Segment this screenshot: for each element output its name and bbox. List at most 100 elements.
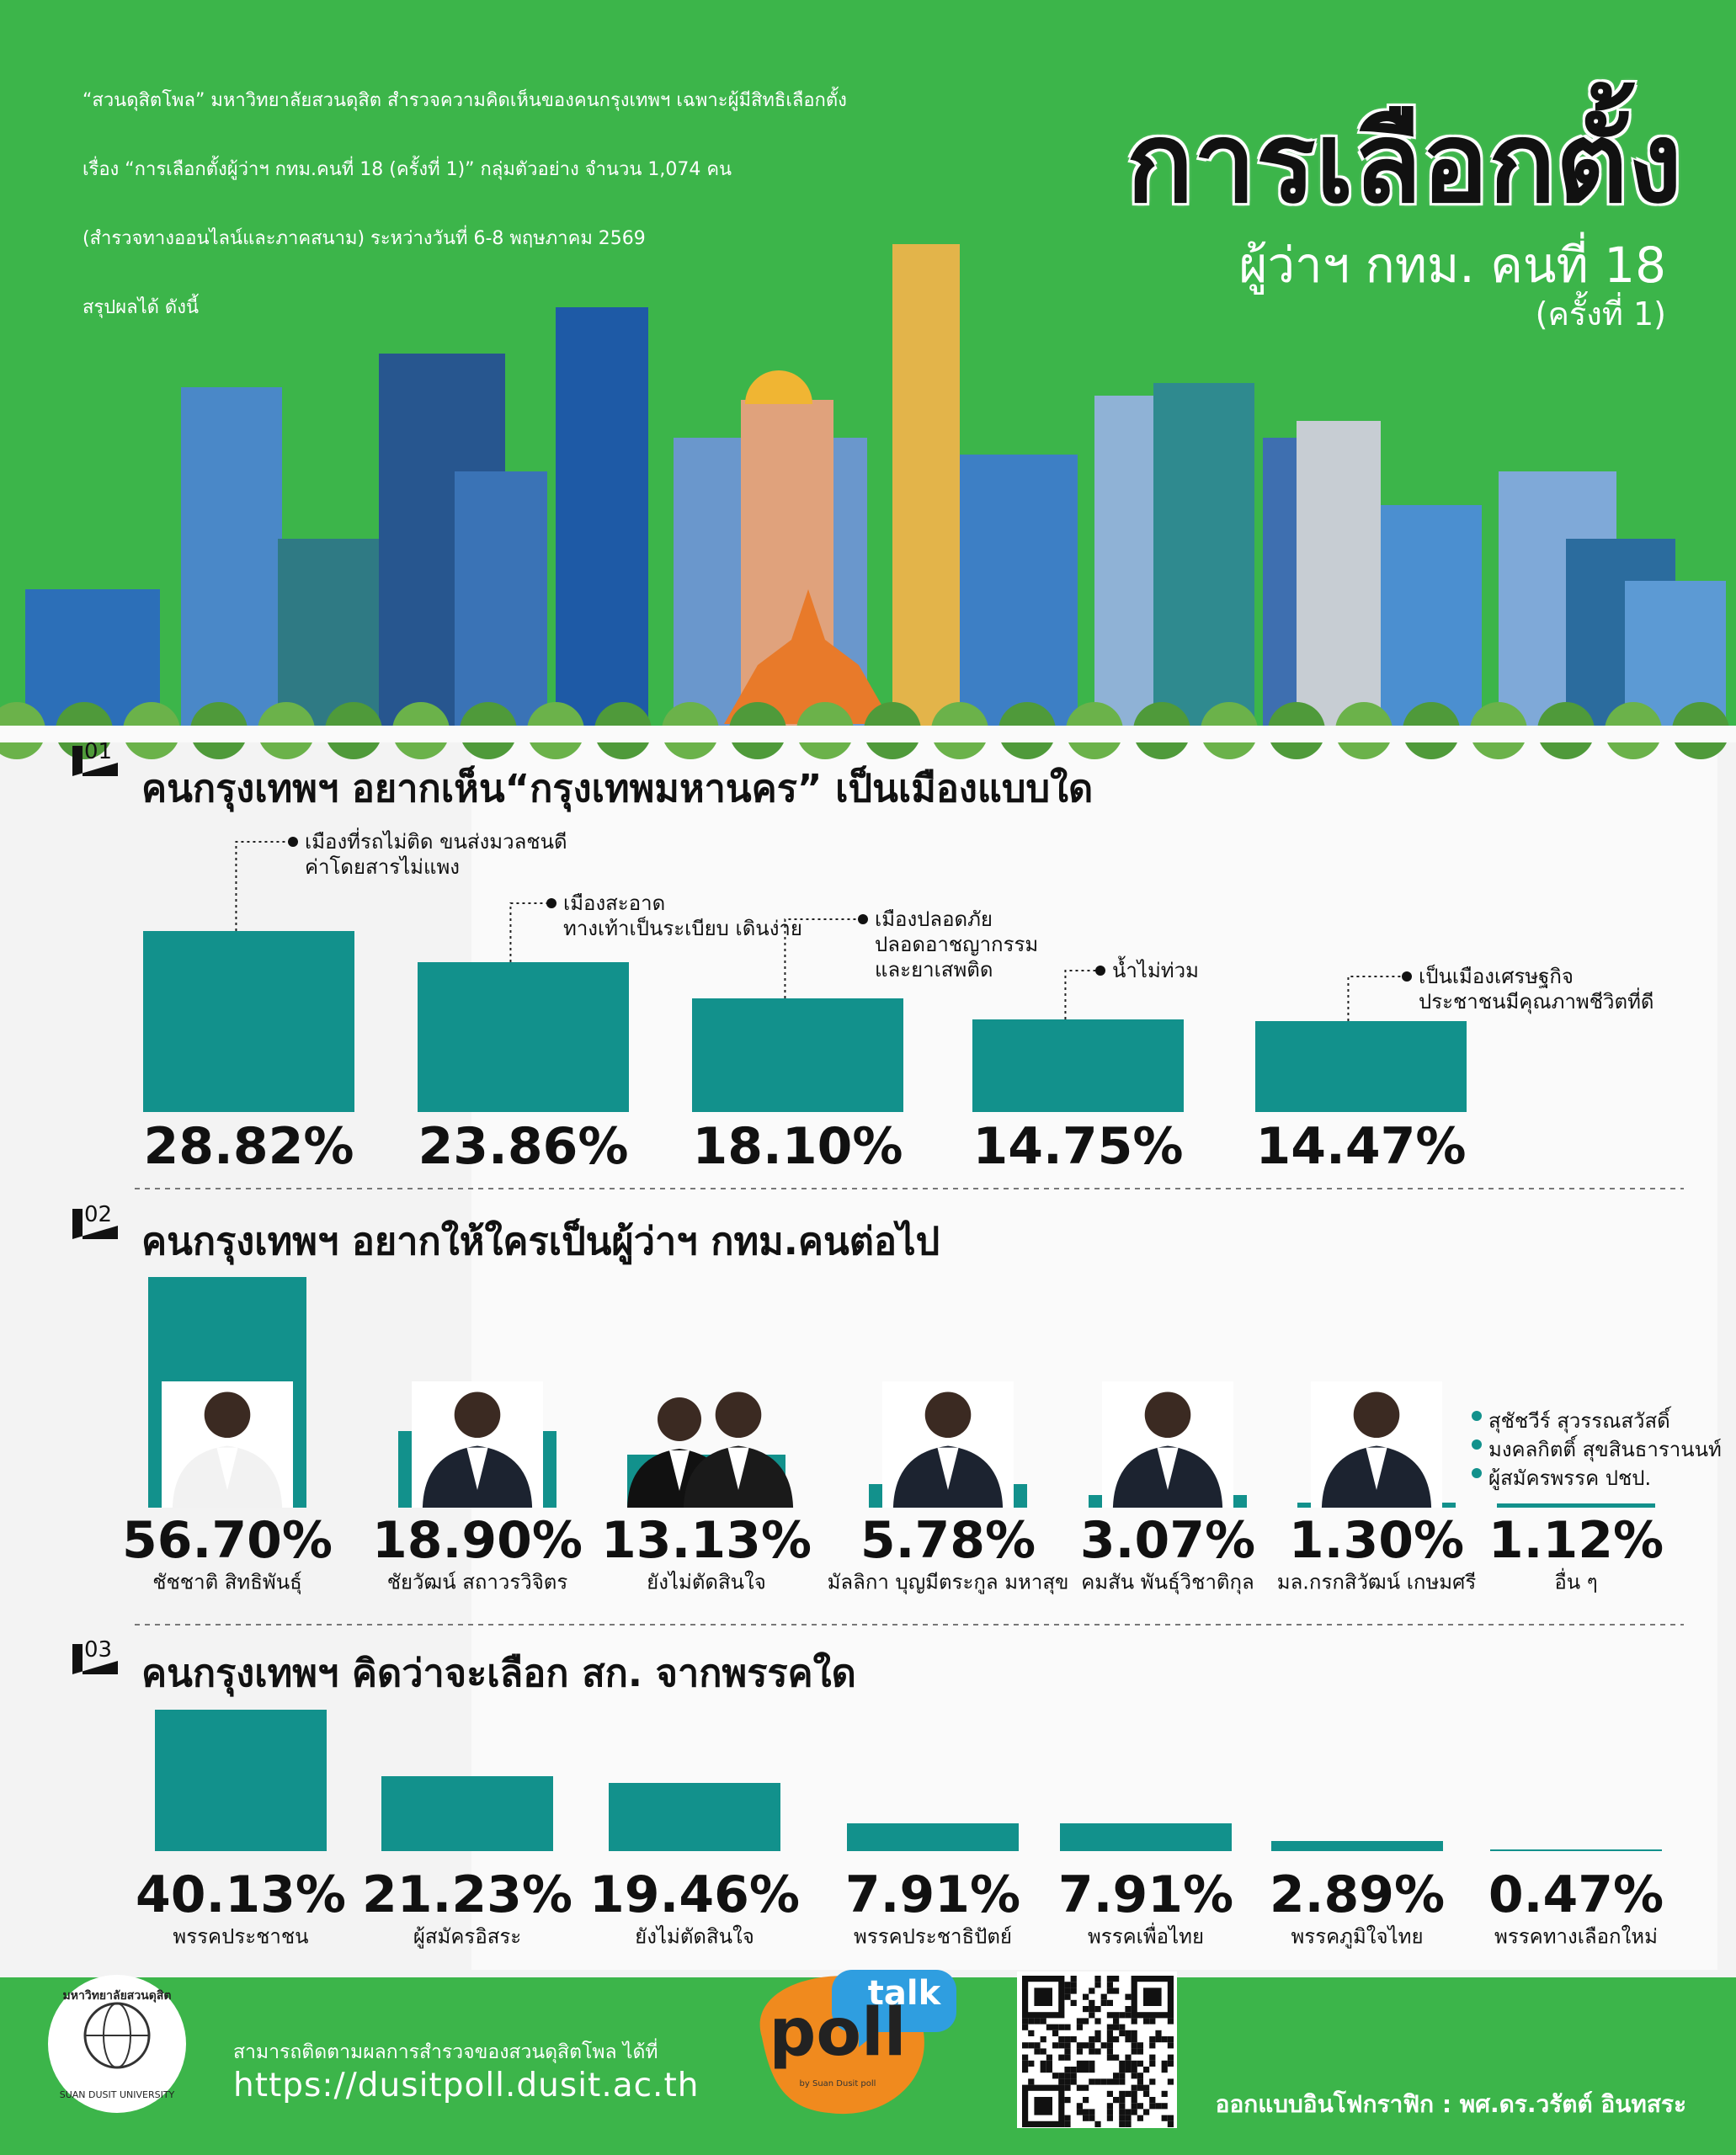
credit: ออกแบบอินโฟกราฟิก : พศ.ดร.วรัตต์ อินทสระ	[1215, 2090, 1686, 2118]
qr-module	[1125, 2109, 1132, 2115]
qr-module	[1089, 2078, 1095, 2085]
qr-module	[1125, 2012, 1132, 2019]
qr-module	[1070, 1987, 1077, 1994]
qr-module	[1089, 2060, 1095, 2067]
qr-module	[1094, 2030, 1101, 2036]
value-label: 18.10%	[692, 1117, 903, 1176]
qr-module	[1161, 2036, 1168, 2043]
qr-module	[1083, 2097, 1089, 2104]
qr-module	[1106, 2048, 1113, 2055]
qr-module	[1119, 2103, 1126, 2110]
chart-title: คนกรุงเทพฯ อยากให้ใครเป็นผู้ว่าฯ กทม.คนต…	[141, 1219, 940, 1264]
intro-line: เรื่อง “การเลือกตั้งผู้ว่าฯ กทม.คนที่ 18…	[83, 159, 732, 180]
qr-module	[1106, 2054, 1113, 2061]
note: ผู้สมัครพรรค ปชป.	[1488, 1466, 1652, 1490]
qr-module	[1149, 2054, 1156, 2061]
category-label: มล.กรกสิวัฒน์ เกษมศรี	[1276, 1570, 1477, 1594]
qr-module	[1089, 2006, 1095, 2013]
bar	[1497, 1503, 1655, 1508]
qr-module	[1070, 1999, 1077, 2006]
qr-module	[1125, 2006, 1132, 2013]
qr-module	[1161, 2103, 1168, 2110]
qr-finder	[1034, 2097, 1052, 2115]
qr-module	[1089, 2042, 1095, 2049]
qr-module	[1149, 2060, 1156, 2067]
bar	[1089, 1495, 1247, 1508]
qr-module	[1125, 2054, 1132, 2061]
ground	[0, 726, 1736, 742]
qr-module	[1137, 2115, 1143, 2121]
qr-module	[1131, 2097, 1137, 2104]
building	[1381, 505, 1482, 728]
category-label: พรรคภูมิใจไทย	[1291, 1924, 1424, 1949]
qr-module	[1070, 2067, 1077, 2073]
building	[455, 471, 547, 728]
value-label: 7.91%	[1057, 1865, 1234, 1924]
category-label: เมืองที่รถไม่ติด ขนส่งมวลชนดี ค่าโดยสารไ…	[305, 830, 567, 879]
qr-module	[1131, 2018, 1137, 2025]
section-number: 01	[84, 739, 113, 764]
qr-module	[1083, 2084, 1089, 2091]
qr-module	[1064, 1987, 1071, 1994]
qr-module	[1125, 2067, 1132, 2073]
intro-line: สรุปผลได้ ดังนี้	[83, 297, 199, 318]
qr-module	[1137, 2084, 1143, 2091]
qr-module	[1064, 1982, 1071, 1988]
qr-module	[1058, 2042, 1065, 2049]
qr-module	[1100, 1993, 1107, 2000]
qr-module	[1028, 2030, 1035, 2036]
qr-module	[1083, 2006, 1089, 2013]
bar	[1490, 1849, 1662, 1852]
value-label: 14.75%	[972, 1117, 1184, 1176]
qr-module	[1119, 2090, 1126, 2097]
qr-module	[1083, 2018, 1089, 2025]
poll-by: by Suan Dusit poll	[799, 2079, 876, 2088]
qr-module	[1089, 2036, 1095, 2043]
bar	[847, 1822, 1019, 1851]
qr-module	[1149, 2103, 1156, 2110]
qr-module	[1076, 2067, 1083, 2073]
bar	[692, 998, 903, 1112]
qr-module	[1137, 2060, 1143, 2067]
bar	[1297, 1502, 1456, 1508]
qr-module	[1149, 2036, 1156, 2043]
qr-module	[1052, 2073, 1059, 2079]
qr-module	[1149, 2018, 1156, 2025]
qr-module	[1143, 2067, 1150, 2073]
value-label: 1.12%	[1488, 1511, 1664, 1570]
qr-finder	[1021, 2084, 1065, 2127]
qr-module	[1058, 2078, 1065, 2085]
value-label: 0.47%	[1488, 1865, 1664, 1924]
qr-module	[1106, 1999, 1113, 2006]
qr-module	[1076, 2109, 1083, 2115]
qr-module	[1106, 2115, 1113, 2121]
value-label: 7.91%	[844, 1865, 1021, 1924]
qr-module	[1131, 2103, 1137, 2110]
qr-module	[1083, 2060, 1089, 2067]
qr-module	[1076, 2048, 1083, 2055]
chart-title: คนกรุงเทพฯ อยากเห็น“กรุงเทพมหานคร” เป็นเ…	[141, 766, 1094, 811]
value-label: 19.46%	[589, 1865, 800, 1924]
qr-module	[1089, 1999, 1095, 2006]
url[interactable]: https://dusitpoll.dusit.ac.th	[233, 2067, 700, 2104]
qr-module	[1076, 2042, 1083, 2049]
qr-module	[1113, 2054, 1120, 2061]
qr-module	[1052, 2030, 1059, 2036]
value-label: 40.13%	[136, 1865, 346, 1924]
category-label: พรรคทางเลือกใหม่	[1494, 1924, 1658, 1949]
qr-module	[1083, 2109, 1089, 2115]
qr-module	[1137, 2073, 1143, 2079]
qr-module	[1143, 2018, 1150, 2025]
follow-text: สามารถติดตามผลการสำรวจของสวนดุสิตโพล ได้…	[233, 2041, 658, 2063]
logo-en: SUAN DUSIT UNIVERSITY	[59, 2089, 175, 2100]
qr-module	[1106, 2036, 1113, 2043]
qr-module	[1094, 2018, 1101, 2025]
qr-module	[1022, 2054, 1029, 2061]
qr-module	[1113, 2036, 1120, 2043]
qr-module	[1058, 2036, 1065, 2043]
section-number: 02	[84, 1202, 113, 1227]
qr-module	[1137, 2048, 1143, 2055]
category-label: มัลลิกา บุญมีตระกูล มหาสุข	[827, 1570, 1069, 1594]
